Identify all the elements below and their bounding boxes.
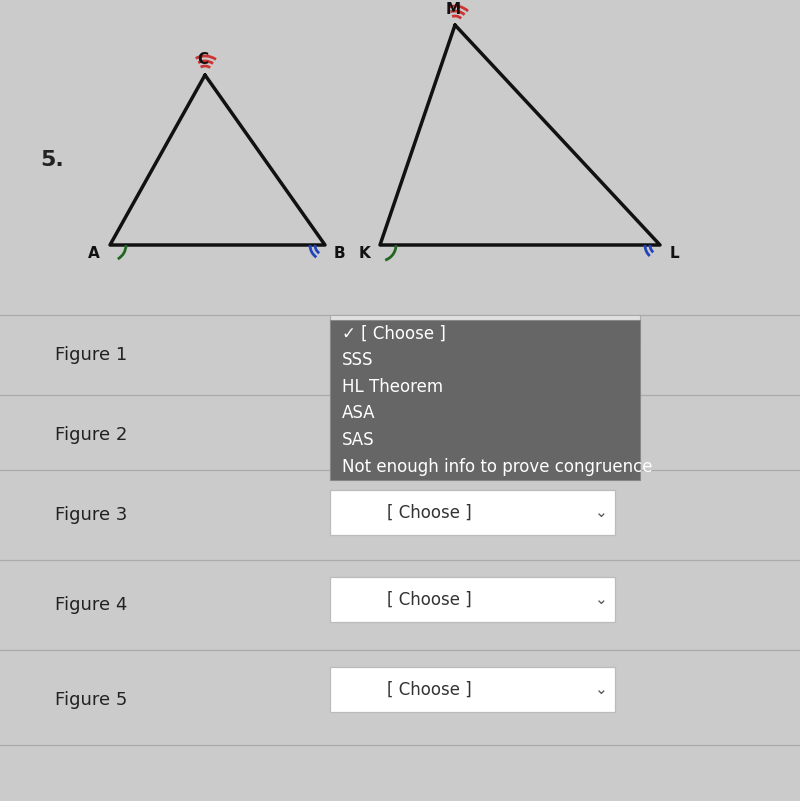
Text: Not enough info to prove congruence: Not enough info to prove congruence — [342, 457, 653, 476]
Text: A: A — [88, 245, 100, 260]
Bar — [330, 315, 640, 340]
Text: M: M — [446, 2, 461, 17]
Text: C: C — [198, 51, 209, 66]
Text: SAS: SAS — [342, 431, 374, 449]
Text: K: K — [358, 245, 370, 260]
Text: Figure 3: Figure 3 — [55, 506, 127, 524]
Text: [ Choose ]: [ Choose ] — [387, 504, 472, 521]
Bar — [330, 667, 615, 712]
Text: 5.: 5. — [40, 150, 64, 170]
Bar — [330, 490, 615, 535]
Text: ASA: ASA — [342, 405, 375, 422]
Bar — [330, 577, 615, 622]
Text: L: L — [669, 245, 679, 260]
Text: [ Choose ]: [ Choose ] — [387, 681, 472, 698]
Text: Figure 5: Figure 5 — [55, 691, 127, 709]
Text: SSS: SSS — [342, 351, 374, 369]
Text: ⌄: ⌄ — [594, 682, 607, 697]
Text: Figure 2: Figure 2 — [55, 426, 127, 444]
Bar — [330, 320, 640, 480]
Text: Figure 1: Figure 1 — [55, 346, 127, 364]
Text: ⌄: ⌄ — [594, 505, 607, 520]
Text: HL Theorem: HL Theorem — [342, 377, 443, 396]
Text: ✓ [ Choose ]: ✓ [ Choose ] — [342, 324, 446, 342]
Text: [ Choose ]: [ Choose ] — [387, 590, 472, 609]
Text: ⌄: ⌄ — [594, 592, 607, 607]
Text: B: B — [333, 245, 345, 260]
Text: Figure 4: Figure 4 — [55, 596, 127, 614]
